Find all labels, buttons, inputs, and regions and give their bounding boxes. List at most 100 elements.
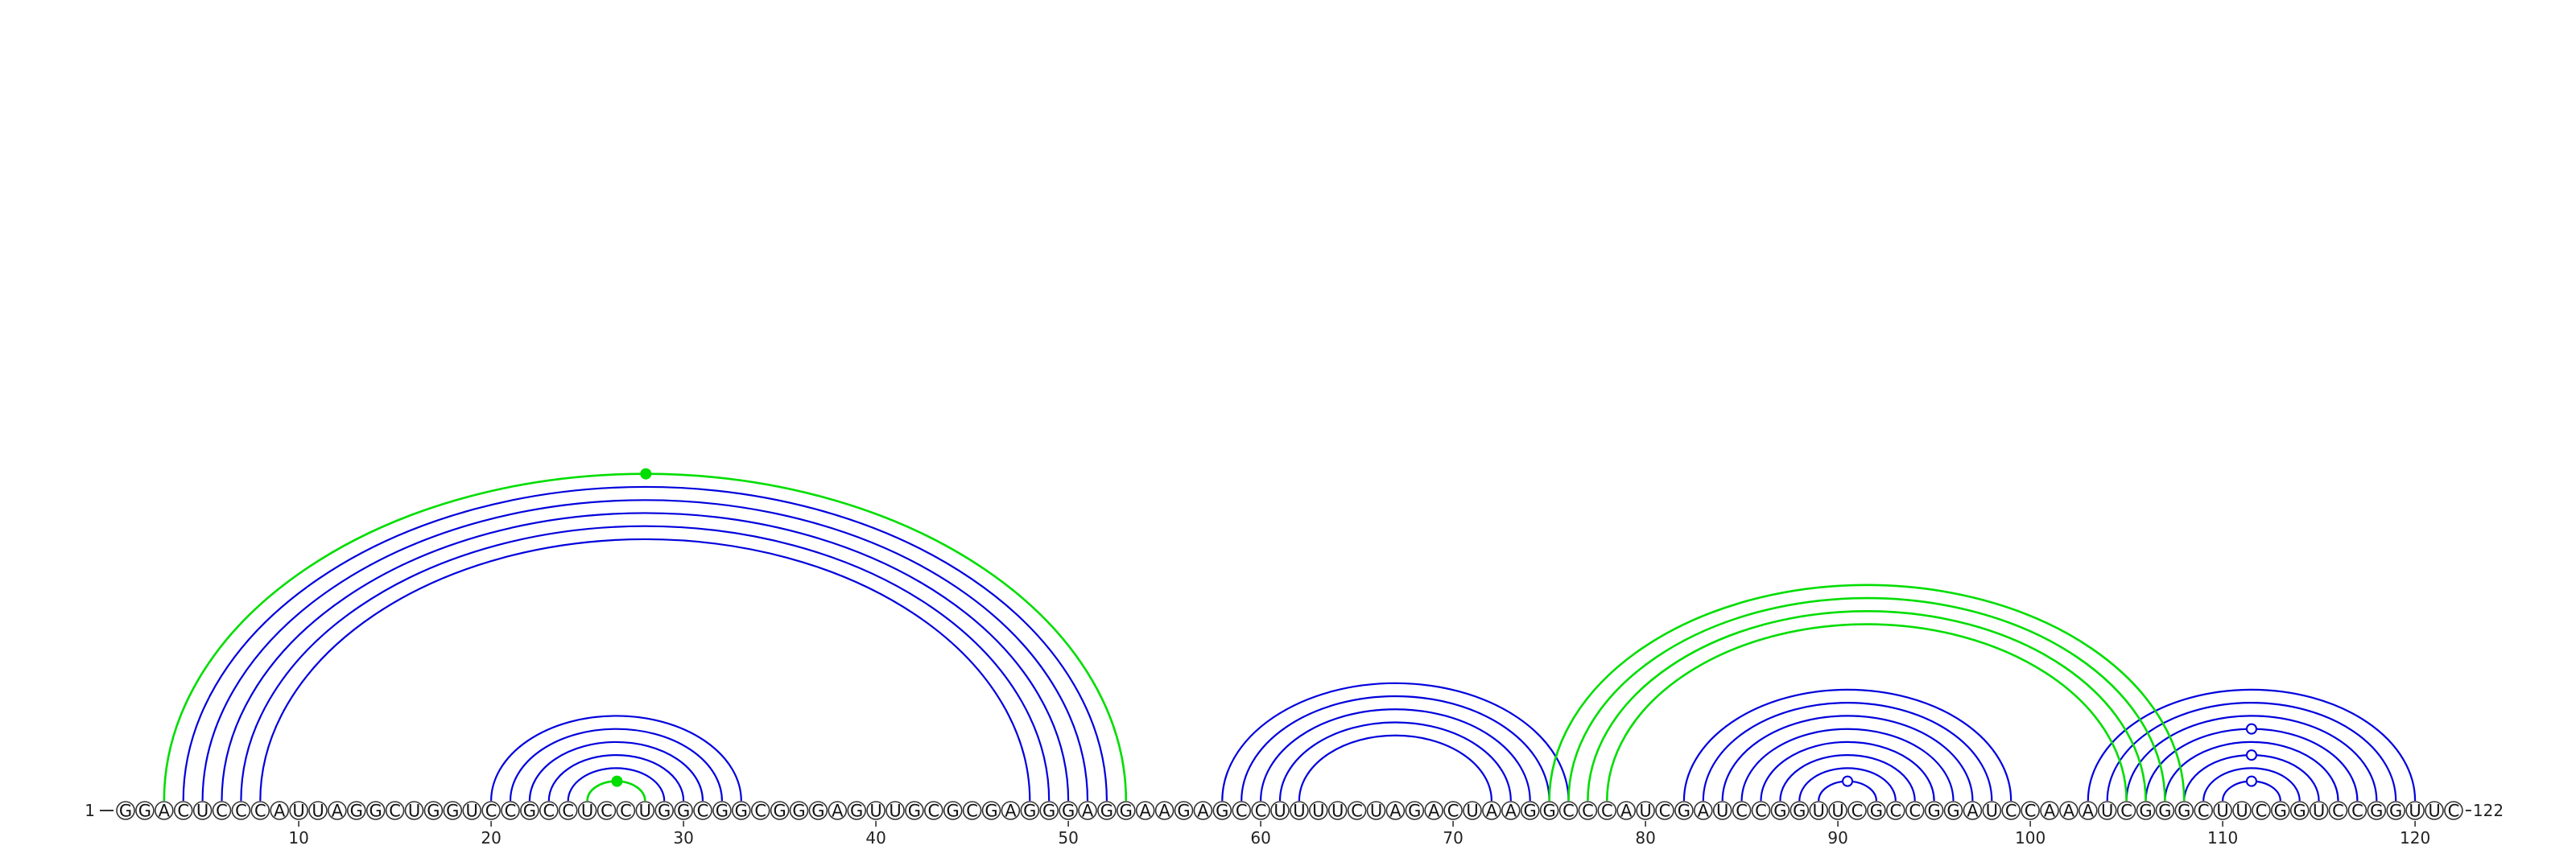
nucleotide-letter: U <box>1639 802 1651 821</box>
base-pair-arc <box>2164 740 2339 802</box>
nucleotide-circle <box>981 801 1001 820</box>
nucleotide: C <box>750 801 770 821</box>
nucleotide-circle <box>1078 801 1097 820</box>
nucleotide: U <box>289 801 308 821</box>
nucleotide-circle <box>654 801 675 820</box>
base-pair-arc <box>2145 728 2359 802</box>
nucleotide-letter: U <box>639 802 651 821</box>
nucleotide-circle <box>2252 801 2271 820</box>
nucleotide-circle <box>2347 801 2368 820</box>
nucleotide-circle <box>501 801 520 820</box>
nucleotide: U <box>2232 801 2252 821</box>
nucleotide-letter: U <box>869 802 881 821</box>
nucleotide-letter: C <box>2025 802 2037 821</box>
nucleotide: A <box>1482 801 1501 821</box>
nucleotide: G <box>1674 801 1694 821</box>
nucleotide: G <box>2386 801 2405 821</box>
base-pair-arc <box>1798 767 1897 802</box>
nucleotide-circle <box>731 801 751 820</box>
nucleotide-letter: C <box>1255 802 1267 821</box>
nucleotide-letter: C <box>1351 802 1363 821</box>
nucleotide-circle <box>1001 801 1021 820</box>
nucleotide-circle <box>270 801 290 820</box>
nucleotide: G <box>1790 801 1810 821</box>
nucleotide: U <box>1309 801 1328 821</box>
nucleotide-circle <box>597 801 617 820</box>
base-pair-arc <box>1702 702 1993 802</box>
nucleotide-letter: C <box>754 802 766 821</box>
nucleotide-circle <box>847 801 866 820</box>
nucleotide-letter: A <box>1005 802 1017 821</box>
nucleotide-circle <box>866 801 886 820</box>
nucleotide: G <box>1405 801 1425 821</box>
end-label: 122 <box>2473 801 2504 820</box>
hairpin-marker <box>1842 775 1854 787</box>
nucleotide: C <box>1905 801 1925 821</box>
nucleotide-circle <box>2328 801 2348 820</box>
nucleotide-circle <box>2116 801 2136 820</box>
nucleotide-circle <box>558 801 578 820</box>
nucleotide-letter: U <box>1312 802 1324 821</box>
nucleotide: U <box>1366 801 1386 821</box>
nucleotide-circle <box>2309 801 2329 820</box>
nucleotide: C <box>1655 801 1674 821</box>
noncanonical-pair-arc <box>1567 596 2166 802</box>
nucleotide: C <box>2252 801 2271 821</box>
nucleotide-letter: A <box>2044 802 2056 821</box>
base-pair-arc <box>547 754 685 802</box>
nucleotide-circle <box>365 801 386 820</box>
nucleotide-letter: U <box>2409 802 2421 821</box>
nucleotide-circle <box>116 801 135 820</box>
nucleotide-circle <box>1193 801 1213 820</box>
nucleotide-letter: C <box>2005 802 2017 821</box>
nucleotide: C <box>2021 801 2040 821</box>
nucleotide: A <box>1501 801 1521 821</box>
nucleotide-letter: A <box>1698 802 1710 821</box>
base-pair-arc <box>1682 688 2013 802</box>
nucleotide-letter: C <box>1447 802 1459 821</box>
nucleotide: C <box>501 801 520 821</box>
nucleotide-circle <box>1327 801 1348 820</box>
nucleotide: G <box>1924 801 1944 821</box>
nucleotide-circle <box>289 801 308 820</box>
nucleotide-circle <box>2097 801 2117 820</box>
nucleotide: G <box>1059 801 1078 821</box>
nucleotide-circle <box>635 801 655 820</box>
nucleotide-letter: U <box>1331 802 1344 821</box>
nucleotide: G <box>346 801 366 821</box>
nucleotide: A <box>1616 801 1636 821</box>
nucleotide-letter: G <box>2139 802 2152 821</box>
nucleotide: C <box>693 801 712 821</box>
nucleotide-circle <box>155 801 174 820</box>
nucleotide: C <box>2001 801 2021 821</box>
nucleotide-letter: U <box>2235 802 2248 821</box>
nucleotide-circle <box>1405 801 1425 820</box>
nucleotide-letter: G <box>138 802 151 821</box>
arc-layer <box>163 468 2417 802</box>
nucleotide: A <box>2079 801 2098 821</box>
nucleotide-circle <box>1154 801 1174 820</box>
nucleotide-letter: G <box>1408 802 1421 821</box>
nucleotide-letter: C <box>620 802 632 821</box>
noncanonical-pair-arc <box>163 472 1128 802</box>
nucleotide: G <box>1039 801 1059 821</box>
nucleotide: A <box>1135 801 1155 821</box>
nucleotide: C <box>597 801 617 821</box>
nucleotide-circle <box>328 801 347 820</box>
noncanonical-marker <box>640 468 652 480</box>
base-pair-arc <box>509 728 723 802</box>
nucleotide-letter: C <box>1563 802 1575 821</box>
tick-label: 100 <box>2015 828 2046 848</box>
nucleotide-letter: G <box>1524 802 1537 821</box>
noncanonical-pair-arc <box>1606 623 2128 802</box>
nucleotide-circle <box>1558 801 1579 820</box>
nucleotide-circle <box>2136 801 2156 820</box>
nucleotide-circle <box>1135 801 1155 820</box>
nucleotide-letter: G <box>811 802 824 821</box>
nucleotide-circle <box>520 801 539 820</box>
nucleotide-letter: C <box>1736 802 1748 821</box>
nucleotide: C <box>962 801 982 821</box>
tick-label: 20 <box>481 828 501 848</box>
nucleotide-letter: A <box>2083 802 2095 821</box>
nucleotide-letter: C <box>1909 802 1921 821</box>
